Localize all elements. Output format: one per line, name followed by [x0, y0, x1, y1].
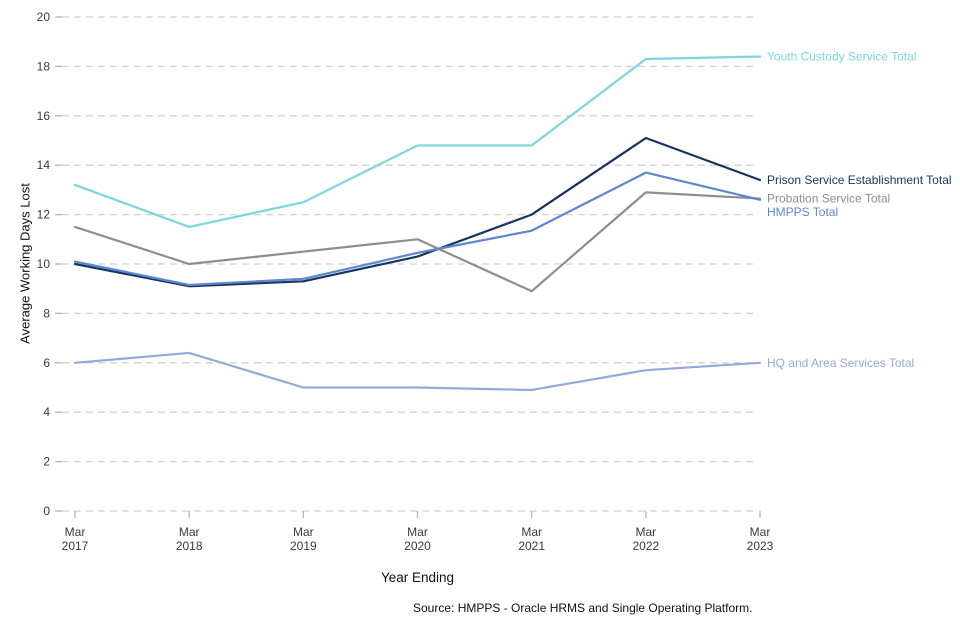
series-line — [73, 55, 762, 229]
y-tick-label: 0 — [43, 504, 50, 518]
x-tick-label: Mar 2017 — [62, 525, 89, 553]
y-tick-label: 10 — [37, 257, 51, 271]
x-tick-label: Mar 2018 — [176, 525, 203, 553]
source-caption: Source: HMPPS - Oracle HRMS and Single O… — [413, 601, 753, 615]
x-axis-title: Year Ending — [380, 570, 455, 585]
series-line — [73, 191, 762, 293]
x-tick-label: Mar 2020 — [404, 525, 431, 553]
series-end-label: Prison Service Establishment Total — [767, 173, 952, 187]
x-tick-label: Mar 2022 — [632, 525, 659, 553]
series-end-label: HMPPS Total — [767, 205, 838, 219]
y-tick-label: 18 — [37, 59, 51, 73]
series-line — [73, 171, 762, 287]
y-tick-label: 2 — [43, 455, 50, 469]
y-tick-label: 14 — [37, 158, 51, 172]
x-tick-label: Mar 2021 — [518, 525, 545, 553]
series-end-label: Youth Custody Service Total — [767, 50, 916, 64]
y-tick-label: 4 — [43, 405, 50, 419]
series-end-label: HQ and Area Services Total — [767, 356, 914, 370]
y-tick-label: 12 — [37, 208, 51, 222]
y-tick-label: 20 — [37, 10, 51, 24]
y-tick-label: 16 — [37, 109, 51, 123]
y-tick-label: 6 — [43, 356, 50, 370]
x-tick-label: Mar 2023 — [747, 525, 774, 553]
series-line — [73, 136, 762, 288]
series-end-label: Probation Service Total — [767, 192, 890, 206]
y-tick-label: 8 — [43, 306, 50, 320]
x-tick-label: Mar 2019 — [290, 525, 317, 553]
series-line — [73, 351, 762, 392]
